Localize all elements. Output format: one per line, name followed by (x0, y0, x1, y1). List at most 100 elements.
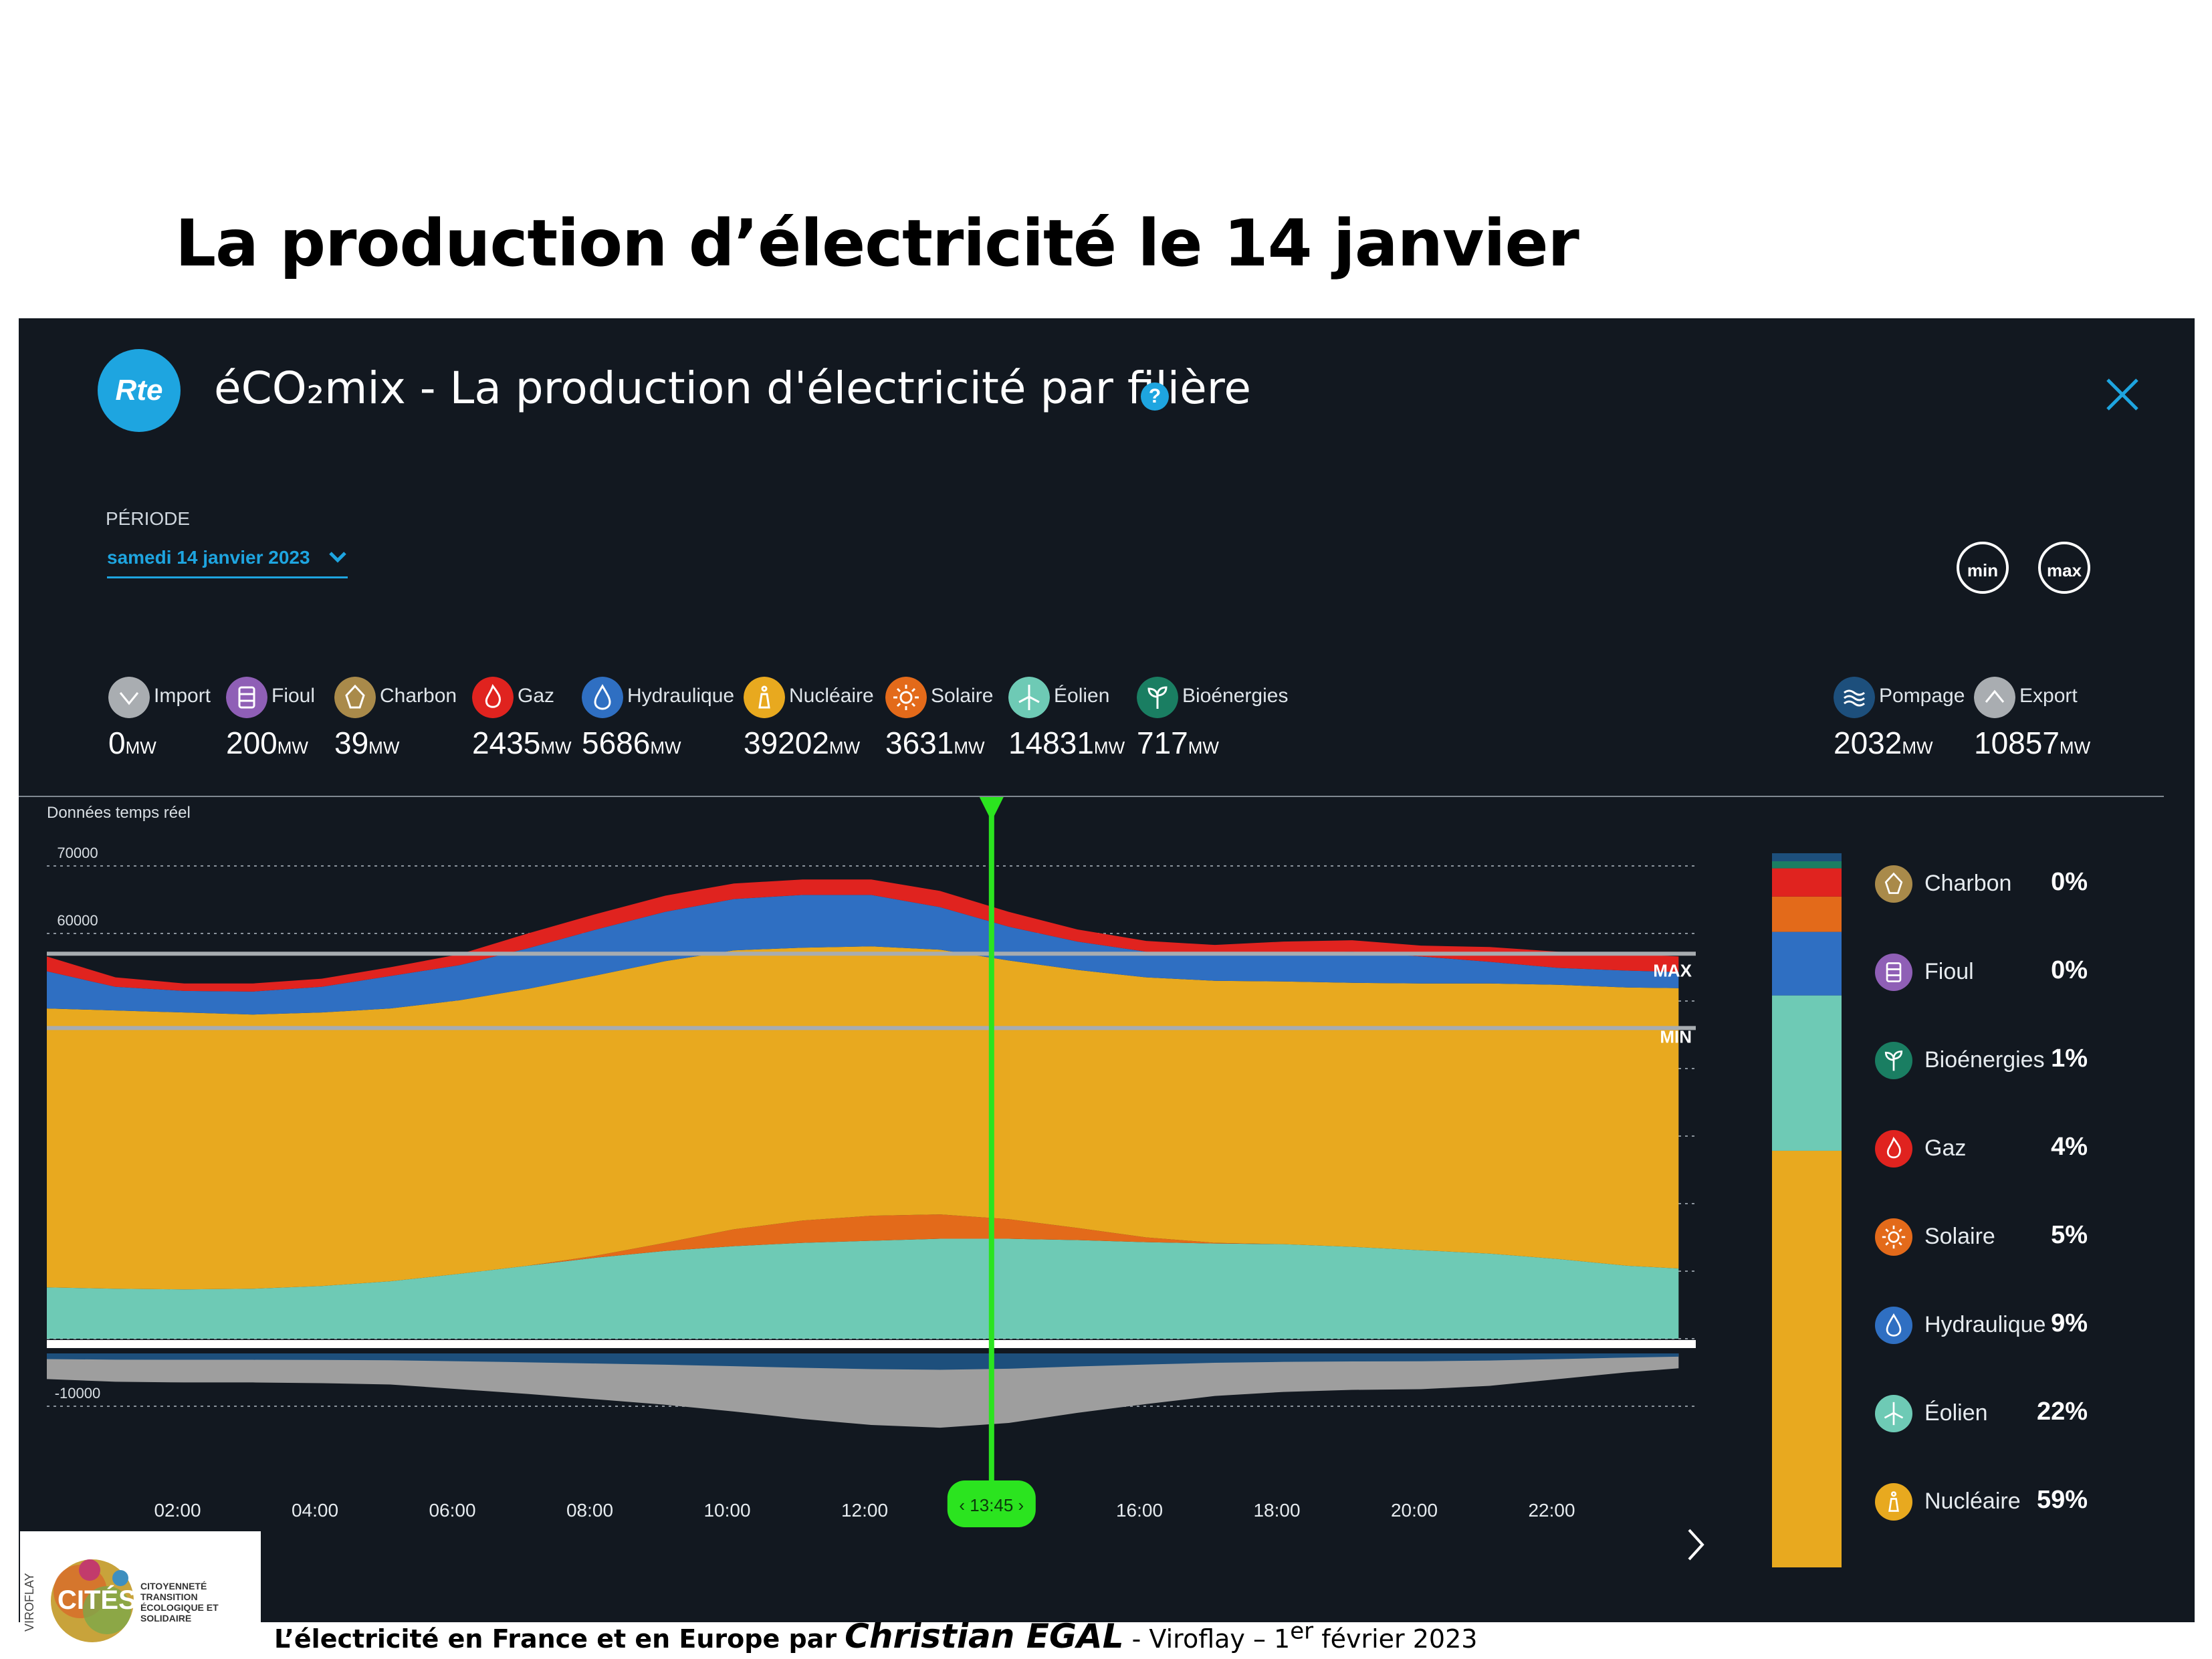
mix-percent: 9% (2051, 1309, 2088, 1337)
legend-name: Gaz (518, 685, 555, 707)
footer-prefix: L’électricité en France et en Europe par (274, 1624, 837, 1654)
footer-author: Christian EGAL (845, 1617, 1124, 1656)
legend-value-unit: MW (954, 738, 985, 758)
coal-icon-graphic (1875, 865, 1912, 903)
sun-icon (1875, 1218, 1912, 1256)
legend-name: Nucléaire (789, 685, 874, 707)
water-drop-icon (582, 677, 623, 718)
legend-value-number: 5686 (582, 726, 651, 760)
min-label: MIN (1660, 1026, 1692, 1046)
legend-name: Pompage (1879, 685, 1965, 707)
chevron-up-icon (1974, 677, 2015, 718)
water-drop-icon (1875, 1307, 1912, 1344)
legend-value-unit: MW (2059, 738, 2091, 758)
production-chart[interactable]: 700006000050000400003000020000100000-100… (19, 318, 2195, 1622)
zero-line (47, 1340, 1696, 1348)
nuclear-plant-icon (1875, 1483, 1912, 1521)
legend-value: 5686MW (582, 725, 681, 761)
period-value: samedi 14 janvier 2023 (107, 547, 310, 568)
time-cursor-handle (979, 797, 1004, 821)
mix-percent: 4% (2051, 1133, 2088, 1161)
mix-percent: 0% (2051, 868, 2088, 896)
mix-bar-segment (1772, 868, 1842, 897)
legend-value-number: 717 (1137, 726, 1188, 760)
x-tick-label: 22:00 (1528, 1500, 1575, 1521)
legend-name: Charbon (380, 685, 457, 707)
legend-name: Import (154, 685, 211, 707)
mix-percent: 1% (2051, 1044, 2088, 1073)
legend-value-unit: MW (125, 738, 156, 758)
mix-bar-segment (1772, 995, 1842, 1151)
flame-icon (472, 677, 514, 718)
logo-text: CITÉS (58, 1585, 136, 1615)
area-solaire (47, 1214, 1679, 1290)
mix-percent: 22% (2036, 1398, 2088, 1426)
min-button[interactable]: min (1957, 542, 2009, 594)
legend-value: 39202MW (744, 725, 860, 761)
cites-logo-graphic: VIROFLAY CITÉS CITOYENNETÉ TRANSITION ÉC… (23, 1559, 219, 1642)
chevron-right-icon[interactable] (1682, 1525, 1709, 1565)
sprout-icon-graphic (1875, 1042, 1912, 1079)
mix-label: Hydraulique (1924, 1312, 2046, 1337)
mix-label: Gaz (1924, 1135, 1967, 1161)
flame-icon (1875, 1130, 1912, 1168)
area-pompage (47, 1353, 1679, 1370)
y-tick-label: -10000 (55, 1385, 101, 1402)
area-pompage-export (47, 1353, 1679, 1428)
x-tick-label: 04:00 (292, 1500, 338, 1521)
sun-icon-graphic (1875, 1218, 1912, 1256)
area-gaz (47, 879, 1679, 992)
time-cursor-button[interactable] (947, 1480, 1036, 1527)
nuclear-plant-icon (744, 677, 785, 718)
mix-percent: 0% (2051, 956, 2088, 984)
x-tick-label: 16:00 (1116, 1500, 1163, 1521)
legend-name: Fioul (271, 685, 316, 707)
legend-value-number: 39202 (744, 726, 829, 760)
mix-label: Bioénergies (1924, 1047, 2045, 1073)
help-icon[interactable]: ? (1141, 382, 1169, 411)
sprout-icon (1137, 677, 1178, 718)
legend-value: 2435MW (472, 725, 572, 761)
realtime-label: Données temps réel (47, 804, 191, 822)
barrel-icon (1875, 954, 1912, 991)
mix-percent: 5% (2051, 1221, 2088, 1249)
eco2mix-panel: Rte éCO₂mix - La production d'électricit… (19, 318, 2195, 1622)
app-title: éCO₂mix - La production d'électricité pa… (214, 362, 1252, 414)
legend-value-number: 3631 (885, 726, 954, 760)
legend-value-unit: MW (540, 738, 572, 758)
wind-turbine-icon (1875, 1395, 1912, 1432)
water-drop-icon-graphic (1875, 1307, 1912, 1344)
x-tick-label: 10:00 (703, 1500, 750, 1521)
close-icon[interactable] (2104, 376, 2141, 413)
mix-bar-segment (1772, 861, 1842, 869)
legend-value-unit: MW (1093, 738, 1125, 758)
legend-name: Export (2019, 685, 2078, 707)
legend-value-unit: MW (828, 738, 861, 758)
mix-bar-segment (1772, 931, 1842, 996)
legend-value-number: 2435 (472, 726, 541, 760)
legend-value-number: 0 (108, 726, 126, 760)
legend-value-number: 200 (226, 726, 278, 760)
area-nucléaire (47, 946, 1679, 1290)
legend-value: 0MW (108, 725, 156, 761)
y-tick-label: 70000 (57, 845, 98, 861)
legend-value-number: 2032 (1834, 726, 1902, 760)
period-select[interactable]: samedi 14 janvier 2023 (107, 543, 348, 578)
mix-label: Fioul (1924, 959, 1974, 984)
footer-end: février 2023 (1313, 1624, 1478, 1654)
mix-bar-segment (1772, 896, 1842, 932)
divider (19, 796, 2164, 797)
legend-name: Bioénergies (1182, 685, 1289, 707)
legend-value-unit: MW (650, 738, 681, 758)
logo-tagline: CITOYENNETÉ TRANSITION ÉCOLOGIQUE ET SOL… (140, 1581, 219, 1624)
legend-value-unit: MW (277, 738, 308, 758)
legend-value-unit: MW (1902, 738, 1933, 758)
legend-value: 39MW (334, 725, 399, 761)
mix-percent: 59% (2036, 1486, 2088, 1514)
coal-icon (334, 677, 376, 718)
legend-value: 14831MW (1008, 725, 1125, 761)
barrel-icon-graphic (1875, 954, 1912, 991)
waves-icon (1834, 677, 1875, 718)
max-button[interactable]: max (2038, 542, 2090, 594)
x-tick-label: 02:00 (154, 1500, 201, 1521)
